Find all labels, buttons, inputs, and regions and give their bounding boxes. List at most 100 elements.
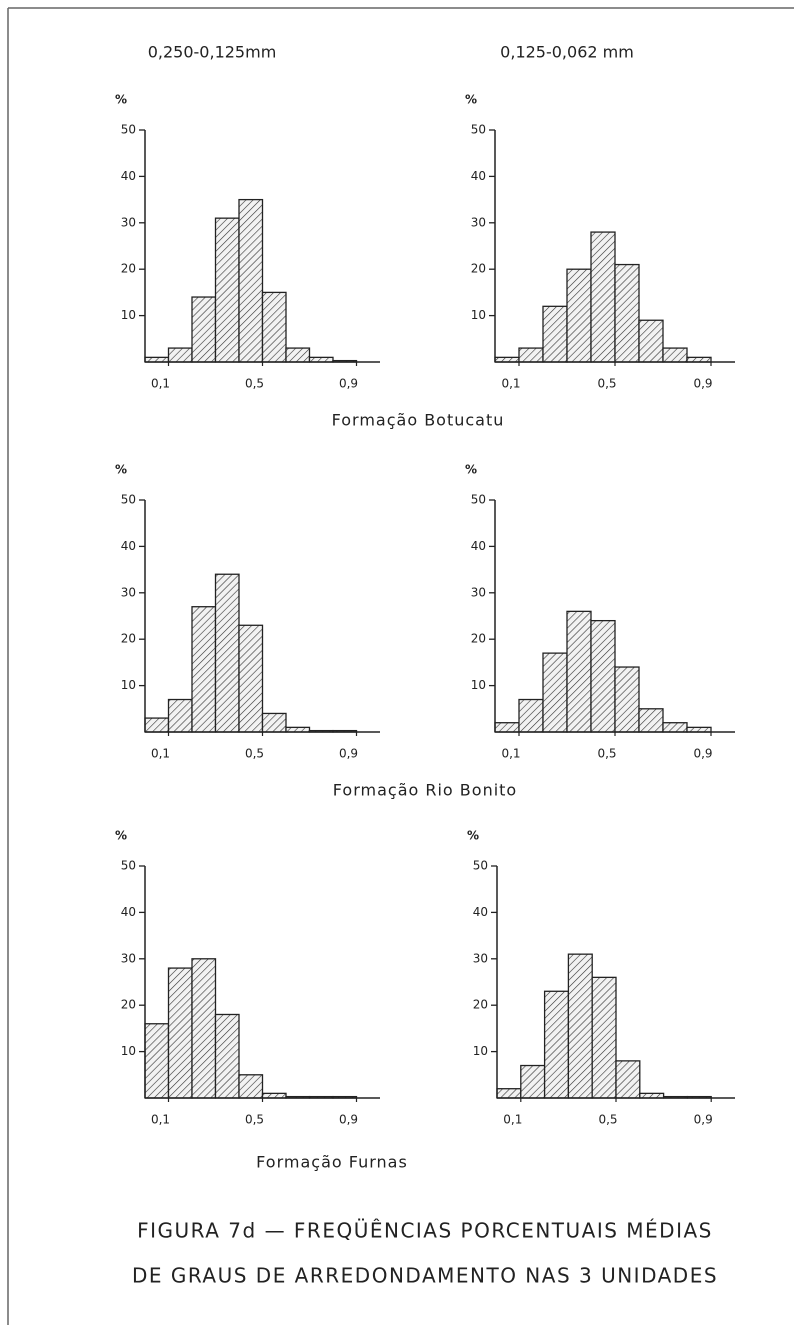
y-tick-label: 10 bbox=[121, 1044, 136, 1058]
y-tick-label: 20 bbox=[121, 998, 136, 1012]
y-tick-label: 20 bbox=[471, 262, 486, 276]
formation-label: Formação Rio Bonito bbox=[333, 781, 517, 800]
bar bbox=[566, 268, 592, 363]
bar bbox=[496, 1088, 522, 1099]
y-tick-label: 50 bbox=[473, 859, 488, 873]
x-tick-label: 0,1 bbox=[501, 747, 520, 761]
bar bbox=[567, 953, 593, 1099]
bar bbox=[214, 1013, 240, 1099]
x-tick-label: 0,9 bbox=[693, 377, 712, 391]
x-tick-label: 0,9 bbox=[339, 747, 358, 761]
bar bbox=[261, 712, 287, 733]
y-tick-label: 20 bbox=[473, 998, 488, 1012]
y-tick-label: 40 bbox=[471, 539, 486, 553]
bar bbox=[167, 698, 193, 733]
bar bbox=[542, 305, 568, 363]
bar bbox=[191, 296, 217, 363]
y-tick-label: 50 bbox=[121, 493, 136, 507]
y-tick-label: 50 bbox=[121, 859, 136, 873]
bar bbox=[520, 1064, 546, 1099]
bar bbox=[638, 708, 664, 733]
bar bbox=[191, 958, 217, 1099]
x-tick-label: 0,1 bbox=[151, 1113, 170, 1127]
bar bbox=[518, 698, 544, 733]
x-tick-label: 0,5 bbox=[597, 377, 616, 391]
bar bbox=[662, 347, 688, 363]
y-tick-label: 40 bbox=[121, 169, 136, 183]
bar bbox=[614, 263, 640, 363]
y-tick-label: 30 bbox=[121, 585, 136, 599]
y-tick-label: 30 bbox=[473, 951, 488, 965]
formation-label: Formação Furnas bbox=[256, 1153, 408, 1172]
bar bbox=[638, 319, 664, 363]
x-tick-label: 0,1 bbox=[501, 377, 520, 391]
bar bbox=[238, 1074, 264, 1099]
y-tick-label: 10 bbox=[121, 308, 136, 322]
bar bbox=[590, 619, 616, 733]
x-tick-label: 0,1 bbox=[151, 747, 170, 761]
x-tick-label: 0,9 bbox=[693, 747, 712, 761]
bar bbox=[518, 347, 544, 363]
bar bbox=[214, 573, 240, 733]
y-tick-label: 10 bbox=[121, 678, 136, 692]
bar bbox=[238, 624, 264, 733]
x-tick-label: 0,5 bbox=[245, 377, 264, 391]
y-tick-label: 20 bbox=[121, 632, 136, 646]
bar bbox=[144, 717, 170, 733]
y-tick-label: 50 bbox=[471, 493, 486, 507]
x-tick-label: 0,5 bbox=[245, 747, 264, 761]
bar bbox=[614, 666, 640, 733]
y-tick-label: 50 bbox=[471, 123, 486, 137]
y-axis-label: % bbox=[465, 463, 477, 477]
y-tick-label: 40 bbox=[471, 169, 486, 183]
y-tick-label: 40 bbox=[121, 539, 136, 553]
x-tick-label: 0,9 bbox=[339, 1113, 358, 1127]
y-axis-label: % bbox=[467, 829, 479, 843]
column-header: 0,250-0,125mm bbox=[148, 43, 277, 62]
x-tick-label: 0,5 bbox=[245, 1113, 264, 1127]
bar bbox=[615, 1060, 641, 1099]
y-axis-label: % bbox=[115, 93, 127, 107]
bar bbox=[591, 976, 617, 1099]
x-tick-label: 0,5 bbox=[597, 747, 616, 761]
bar bbox=[590, 231, 616, 363]
y-axis-label: % bbox=[115, 829, 127, 843]
y-tick-label: 30 bbox=[471, 215, 486, 229]
bar bbox=[191, 606, 217, 733]
bar bbox=[662, 722, 688, 733]
x-tick-label: 0,1 bbox=[151, 377, 170, 391]
y-axis-label: % bbox=[115, 463, 127, 477]
x-tick-label: 0,9 bbox=[694, 1113, 713, 1127]
y-tick-label: 20 bbox=[471, 632, 486, 646]
y-tick-label: 30 bbox=[121, 951, 136, 965]
x-tick-label: 0,9 bbox=[339, 377, 358, 391]
bar bbox=[542, 652, 568, 733]
bar bbox=[543, 990, 570, 1099]
y-tick-label: 10 bbox=[471, 678, 486, 692]
y-tick-label: 30 bbox=[471, 585, 486, 599]
x-tick-label: 0,1 bbox=[503, 1113, 522, 1127]
bar bbox=[494, 722, 520, 733]
bar bbox=[566, 610, 592, 733]
formation-label: Formação Botucatu bbox=[332, 411, 505, 430]
bar bbox=[214, 217, 240, 363]
caption-line: DE GRAUS DE ARREDONDAMENTO NAS 3 UNIDADE… bbox=[132, 1264, 718, 1288]
y-tick-label: 40 bbox=[121, 905, 136, 919]
y-tick-label: 20 bbox=[121, 262, 136, 276]
bar bbox=[167, 967, 193, 1099]
column-header: 0,125-0,062 mm bbox=[500, 43, 634, 62]
y-tick-label: 50 bbox=[121, 123, 136, 137]
y-axis-label: % bbox=[465, 93, 477, 107]
bar bbox=[167, 347, 193, 363]
caption-line: FIGURA 7d — FREQÜÊNCIAS PORCENTUAIS MÉDI… bbox=[137, 1219, 713, 1243]
x-tick-label: 0,5 bbox=[598, 1113, 617, 1127]
bar bbox=[261, 291, 287, 363]
bar bbox=[144, 1023, 170, 1099]
y-tick-label: 10 bbox=[471, 308, 486, 322]
y-tick-label: 40 bbox=[473, 905, 488, 919]
bar bbox=[238, 198, 264, 363]
y-tick-label: 10 bbox=[473, 1044, 488, 1058]
bar bbox=[285, 347, 311, 363]
